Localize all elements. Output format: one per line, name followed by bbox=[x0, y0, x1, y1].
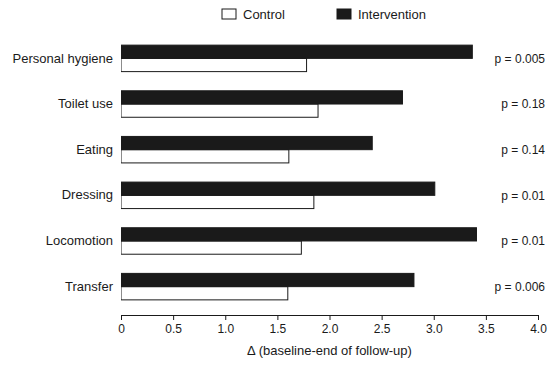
bar bbox=[121, 241, 301, 254]
x-axis: 0 0.5 1.0 1.5 2.0 2.5 3.0 3.5 4.0 bbox=[118, 315, 547, 336]
y-tick: Dressing bbox=[62, 187, 113, 202]
y-tick: Locomotion bbox=[46, 233, 113, 248]
bar bbox=[121, 182, 435, 195]
p-value: p = 0.18 bbox=[501, 97, 545, 111]
legend-swatch bbox=[337, 9, 351, 19]
x-tick: 3.5 bbox=[478, 315, 495, 336]
bar bbox=[121, 58, 307, 71]
legend-label: Intervention bbox=[358, 7, 426, 22]
p-value: p = 0.005 bbox=[495, 52, 546, 66]
x-tick-label: 2.0 bbox=[322, 322, 339, 336]
chart: 0 0.5 1.0 1.5 2.0 2.5 3.0 3.5 4.0 Personal hygien… bbox=[0, 0, 559, 367]
annotations: p = 0.005 p = 0.18 p = 0.14 p = 0.01 p = 0.0… bbox=[495, 52, 546, 294]
y-tick-label: Personal hygiene bbox=[13, 51, 113, 66]
x-tick-label: 1.0 bbox=[217, 322, 234, 336]
bar bbox=[121, 273, 414, 286]
x-axis-title: Δ (baseline-end of follow-up) bbox=[247, 343, 412, 358]
x-tick-mark bbox=[486, 315, 487, 320]
x-tick-mark bbox=[330, 315, 331, 320]
p-value: p = 0.01 bbox=[501, 234, 545, 248]
bar bbox=[121, 150, 289, 163]
x-tick-mark bbox=[121, 315, 122, 320]
x-tick: 3.0 bbox=[426, 315, 443, 336]
y-axis: Personal hygiene Toilet use Eating Dressing… bbox=[13, 51, 114, 294]
y-tick: Transfer bbox=[65, 279, 114, 294]
y-tick: Toilet use bbox=[58, 96, 113, 111]
x-tick-mark bbox=[173, 315, 174, 320]
x-tick-mark bbox=[538, 315, 539, 320]
x-axis-line bbox=[122, 316, 539, 321]
x-tick-label: 0 bbox=[118, 322, 125, 336]
y-tick-label: Eating bbox=[76, 142, 113, 157]
y-tick-label: Dressing bbox=[62, 187, 113, 202]
x-tick: 0.5 bbox=[165, 315, 182, 336]
y-tick-label: Locomotion bbox=[46, 233, 113, 248]
x-tick: 1.0 bbox=[217, 315, 234, 336]
bar bbox=[121, 104, 318, 117]
x-tick-label: 0.5 bbox=[165, 322, 182, 336]
x-tick-label: 2.5 bbox=[374, 322, 391, 336]
x-tick-mark bbox=[277, 315, 278, 320]
p-value: p = 0.01 bbox=[501, 189, 545, 203]
y-tick: Eating bbox=[76, 142, 113, 157]
x-tick-label: 4.0 bbox=[530, 322, 547, 336]
x-tick: 1.5 bbox=[270, 315, 287, 336]
x-tick: 0 bbox=[118, 315, 125, 336]
legend-swatch bbox=[222, 9, 236, 19]
x-tick: 2.0 bbox=[322, 315, 339, 336]
y-tick-label: Toilet use bbox=[58, 96, 113, 111]
y-tick: Personal hygiene bbox=[13, 51, 113, 66]
bar bbox=[121, 287, 288, 300]
legend-label: Control bbox=[243, 7, 285, 22]
x-tick-mark bbox=[225, 315, 226, 320]
p-value: p = 0.14 bbox=[501, 143, 545, 157]
bar bbox=[121, 45, 472, 58]
x-tick-mark bbox=[382, 315, 383, 320]
x-tick-label: 1.5 bbox=[270, 322, 287, 336]
x-tick-label: 3.0 bbox=[426, 322, 443, 336]
bar bbox=[121, 228, 476, 241]
x-tick: 2.5 bbox=[374, 315, 391, 336]
y-tick-label: Transfer bbox=[65, 279, 114, 294]
bar bbox=[121, 195, 314, 208]
x-tick: 4.0 bbox=[530, 315, 547, 336]
bars bbox=[121, 45, 476, 300]
legend: Control Intervention bbox=[222, 7, 426, 22]
bar bbox=[121, 136, 372, 149]
x-tick-label: 3.5 bbox=[478, 322, 495, 336]
x-tick-mark bbox=[434, 315, 435, 320]
bar bbox=[121, 91, 402, 104]
p-value: p = 0.006 bbox=[495, 280, 546, 294]
